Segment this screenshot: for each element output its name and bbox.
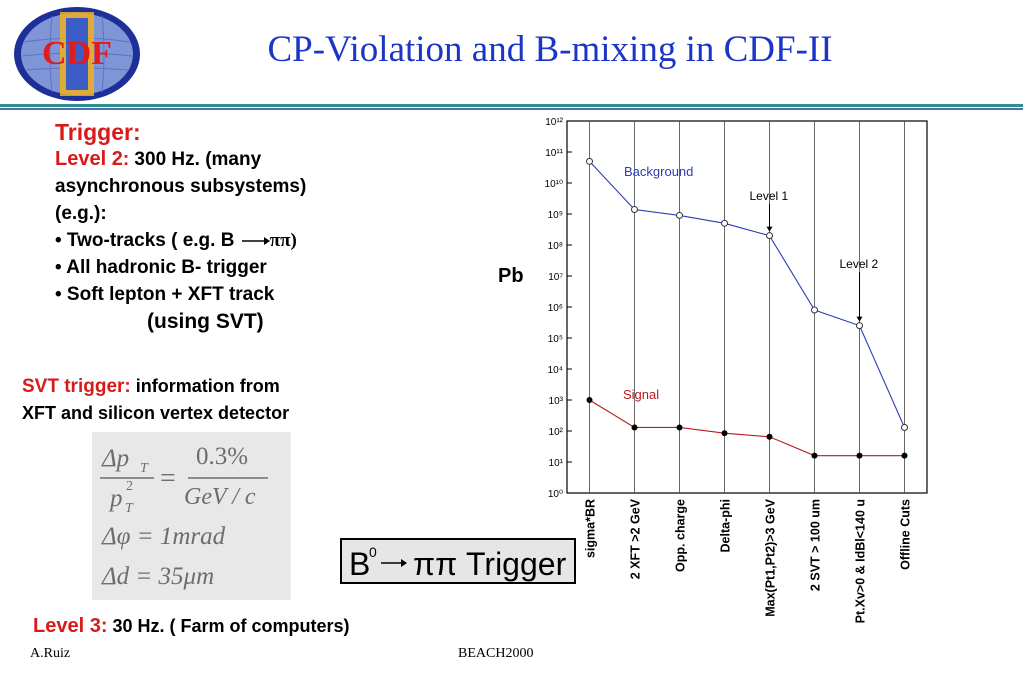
y-tick-label: 10⁷ <box>548 272 563 283</box>
data-point <box>811 452 818 459</box>
data-point <box>766 232 773 240</box>
formula-pt: p <box>108 485 123 512</box>
y-tick-label: 10⁴ <box>548 365 563 376</box>
data-point <box>586 157 593 165</box>
annotation-arrowhead <box>766 226 773 232</box>
annotation-arrowhead <box>856 316 863 322</box>
series-line-signal <box>589 399 905 457</box>
footer-author: A.Ruiz <box>30 646 71 661</box>
series-line-background <box>589 160 906 428</box>
level2-colon: : <box>122 149 130 170</box>
formula-dphi: Δφ = 1mrad <box>101 523 226 550</box>
trigger-description: Trigger: Level 2: 300 Hz. (many asynchro… <box>55 118 475 335</box>
x-tick-label: Pt.Xv>0 & IdBl<140 u <box>854 499 868 623</box>
bullet-soft-lepton: • Soft lepton + XFT track <box>55 284 275 305</box>
formula-pt-sub: T <box>125 501 134 516</box>
data-point <box>856 322 863 330</box>
trigger-b-sup: 0 <box>369 544 377 560</box>
level2-label: Level 2 <box>55 148 123 170</box>
data-point <box>766 433 773 440</box>
using-svt: (using SVT) <box>147 310 264 333</box>
y-tick-label: 10⁶ <box>548 303 563 314</box>
level2-text: 300 Hz. (many <box>129 149 262 170</box>
formula-dd: Δd = 35μm <box>101 563 214 590</box>
x-tick-label: Offline Cuts <box>899 499 913 570</box>
footer-conference: BEACH2000 <box>458 646 534 661</box>
trigger-text: ππ Trigger <box>413 546 567 582</box>
bullet1-text: • Two-tracks ( e.g. B <box>55 230 235 251</box>
legend-signal: Signal <box>623 387 659 402</box>
annotation-level: Level 1 <box>750 189 789 203</box>
svt-text: information from <box>130 376 280 396</box>
svt-description: SVT trigger: information from XFT and si… <box>22 373 382 427</box>
arrow-right-icon <box>241 236 270 245</box>
level2-line: Level 2: 300 Hz. (many <box>55 146 475 173</box>
y-axis-label: Pb <box>498 265 524 287</box>
svt-text-2: XFT and silicon vertex detector <box>22 403 290 423</box>
data-point <box>811 306 818 314</box>
data-point <box>721 219 728 227</box>
x-tick-label: Max(Pt1,Pt2)>3 GeV <box>764 498 778 616</box>
y-tick-label: 10⁹ <box>548 210 563 221</box>
x-tick-label: Opp. charge <box>674 499 688 572</box>
legend-background: Background <box>624 164 693 179</box>
data-point <box>856 452 863 459</box>
page-title: CP-Violation and B-mixing in CDF-II <box>267 29 833 70</box>
level2-text-3: (e.g.): <box>55 203 107 224</box>
data-point <box>586 397 593 403</box>
y-tick-label: 10¹ <box>549 458 564 469</box>
x-tick-label: 2 SVT > 100 um <box>809 499 823 591</box>
bullet-two-tracks: • Two-tracks ( e.g. B ππ) <box>55 227 475 254</box>
logo-text: CDF <box>42 35 112 72</box>
b0-pipi-trigger-box: B 0 ππ Trigger <box>339 537 577 585</box>
resolution-formula: Δp T p T 2 = 0.3% GeV / c Δφ = 1mrad Δd … <box>92 432 291 600</box>
trigger-arrow-icon <box>381 559 407 567</box>
formula-gev: GeV / c <box>184 484 256 510</box>
annotation-level: Level 2 <box>840 257 879 271</box>
level3-text: 30 Hz. ( Farm of computers) <box>107 616 350 636</box>
y-tick-label: 10¹² <box>545 117 563 128</box>
formula-equals: = <box>160 463 176 494</box>
trigger-b: B <box>349 546 370 582</box>
formula-dpt: Δp <box>101 445 129 472</box>
data-point <box>901 423 908 431</box>
y-tick-label: 10⁵ <box>548 334 563 345</box>
title-divider <box>0 104 1023 107</box>
y-tick-label: 10⁰ <box>548 489 563 500</box>
bullet-hadronic: • All hadronic B- trigger <box>55 257 267 278</box>
data-point <box>901 452 908 459</box>
svt-label: SVT trigger: <box>22 376 131 397</box>
y-tick-label: 10³ <box>549 396 564 407</box>
data-point <box>676 424 683 431</box>
y-tick-label: 10² <box>549 427 564 438</box>
y-tick-label: 10¹¹ <box>545 148 563 159</box>
y-tick-label: 10¹⁰ <box>545 179 563 190</box>
data-point <box>676 211 683 219</box>
x-tick-label: 2 XFT >2 GeV <box>629 498 643 579</box>
plot-frame <box>566 120 928 494</box>
level2-text-2: asynchronous subsystems) <box>55 176 307 197</box>
chart-svg: 10⁰ 10¹ 10² 10³ 10⁴ 10⁵ 10⁶ 10⁷ 10⁸ 10⁹ 10¹⁰ 10¹¹ 10… <box>498 117 928 623</box>
data-point <box>631 424 638 431</box>
data-point <box>631 205 638 213</box>
formula-pt-sup: 2 <box>126 479 133 494</box>
level3-label: Level 3 <box>33 615 101 637</box>
cdf-logo: CDF <box>12 4 142 104</box>
x-tick-label: sigma*BR <box>584 499 598 558</box>
trigger-rate-chart: 10⁰ 10¹ 10² 10³ 10⁴ 10⁵ 10⁶ 10⁷ 10⁸ 10⁹ 10¹⁰ 10¹¹ 10… <box>480 110 950 682</box>
y-tick-label: 10⁸ <box>548 241 563 252</box>
formula-percent: 0.3% <box>196 443 248 470</box>
bullet1-tail: ππ) <box>269 230 297 251</box>
level3-colon: : <box>100 615 108 637</box>
title-divider-secondary <box>0 108 1023 110</box>
level3-line: Level 3: 30 Hz. ( Farm of computers) <box>33 615 350 638</box>
trigger-heading: Trigger: <box>55 119 141 145</box>
data-point <box>721 430 728 437</box>
x-tick-label: Delta-phi <box>719 499 733 552</box>
formula-dpt-sub: T <box>140 461 149 476</box>
